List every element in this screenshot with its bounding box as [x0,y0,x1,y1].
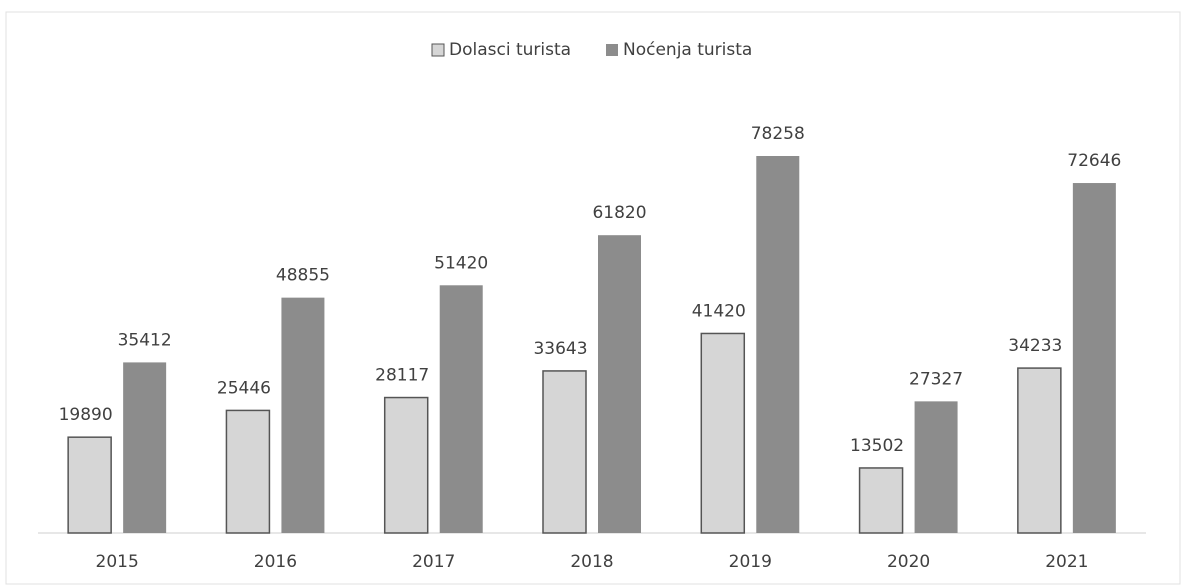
bar [439,285,483,533]
bar [1017,367,1062,534]
x-tick-label: 2021 [1045,552,1088,572]
bar [700,332,746,534]
data-label: 61820 [592,203,646,223]
data-label: 35412 [118,330,172,350]
bar [281,297,325,533]
bar [598,235,641,533]
chart-border [5,11,1181,585]
legend-swatch [431,43,445,57]
data-label: 33643 [533,339,587,359]
data-label: 34233 [1008,336,1062,356]
legend-label: Dolasci turista [449,40,571,60]
data-label: 48855 [276,266,330,286]
data-label: 51420 [434,253,488,273]
data-label: 25446 [217,378,271,398]
data-label: 13502 [850,436,904,456]
bar [1072,183,1116,533]
bar [756,156,800,533]
bar [67,436,112,534]
legend-label: Noćenja turista [623,40,752,60]
bar [914,401,958,533]
bar [383,396,429,534]
data-label: 28117 [375,366,429,386]
legend-swatch [606,44,618,56]
x-tick-label: 2018 [570,552,613,572]
x-tick-label: 2017 [412,552,455,572]
bar [542,370,587,534]
x-tick-label: 2016 [254,552,297,572]
data-label: 41420 [692,301,746,321]
data-label: 27327 [909,369,963,389]
x-tick-label: 2015 [96,552,139,572]
data-label: 78258 [751,124,805,144]
bar [225,409,271,534]
data-label: 19890 [59,405,113,425]
bar [858,467,904,534]
data-label: 72646 [1067,151,1121,171]
x-tick-label: 2019 [729,552,772,572]
x-tick-label: 2020 [887,552,930,572]
bar [123,362,167,533]
